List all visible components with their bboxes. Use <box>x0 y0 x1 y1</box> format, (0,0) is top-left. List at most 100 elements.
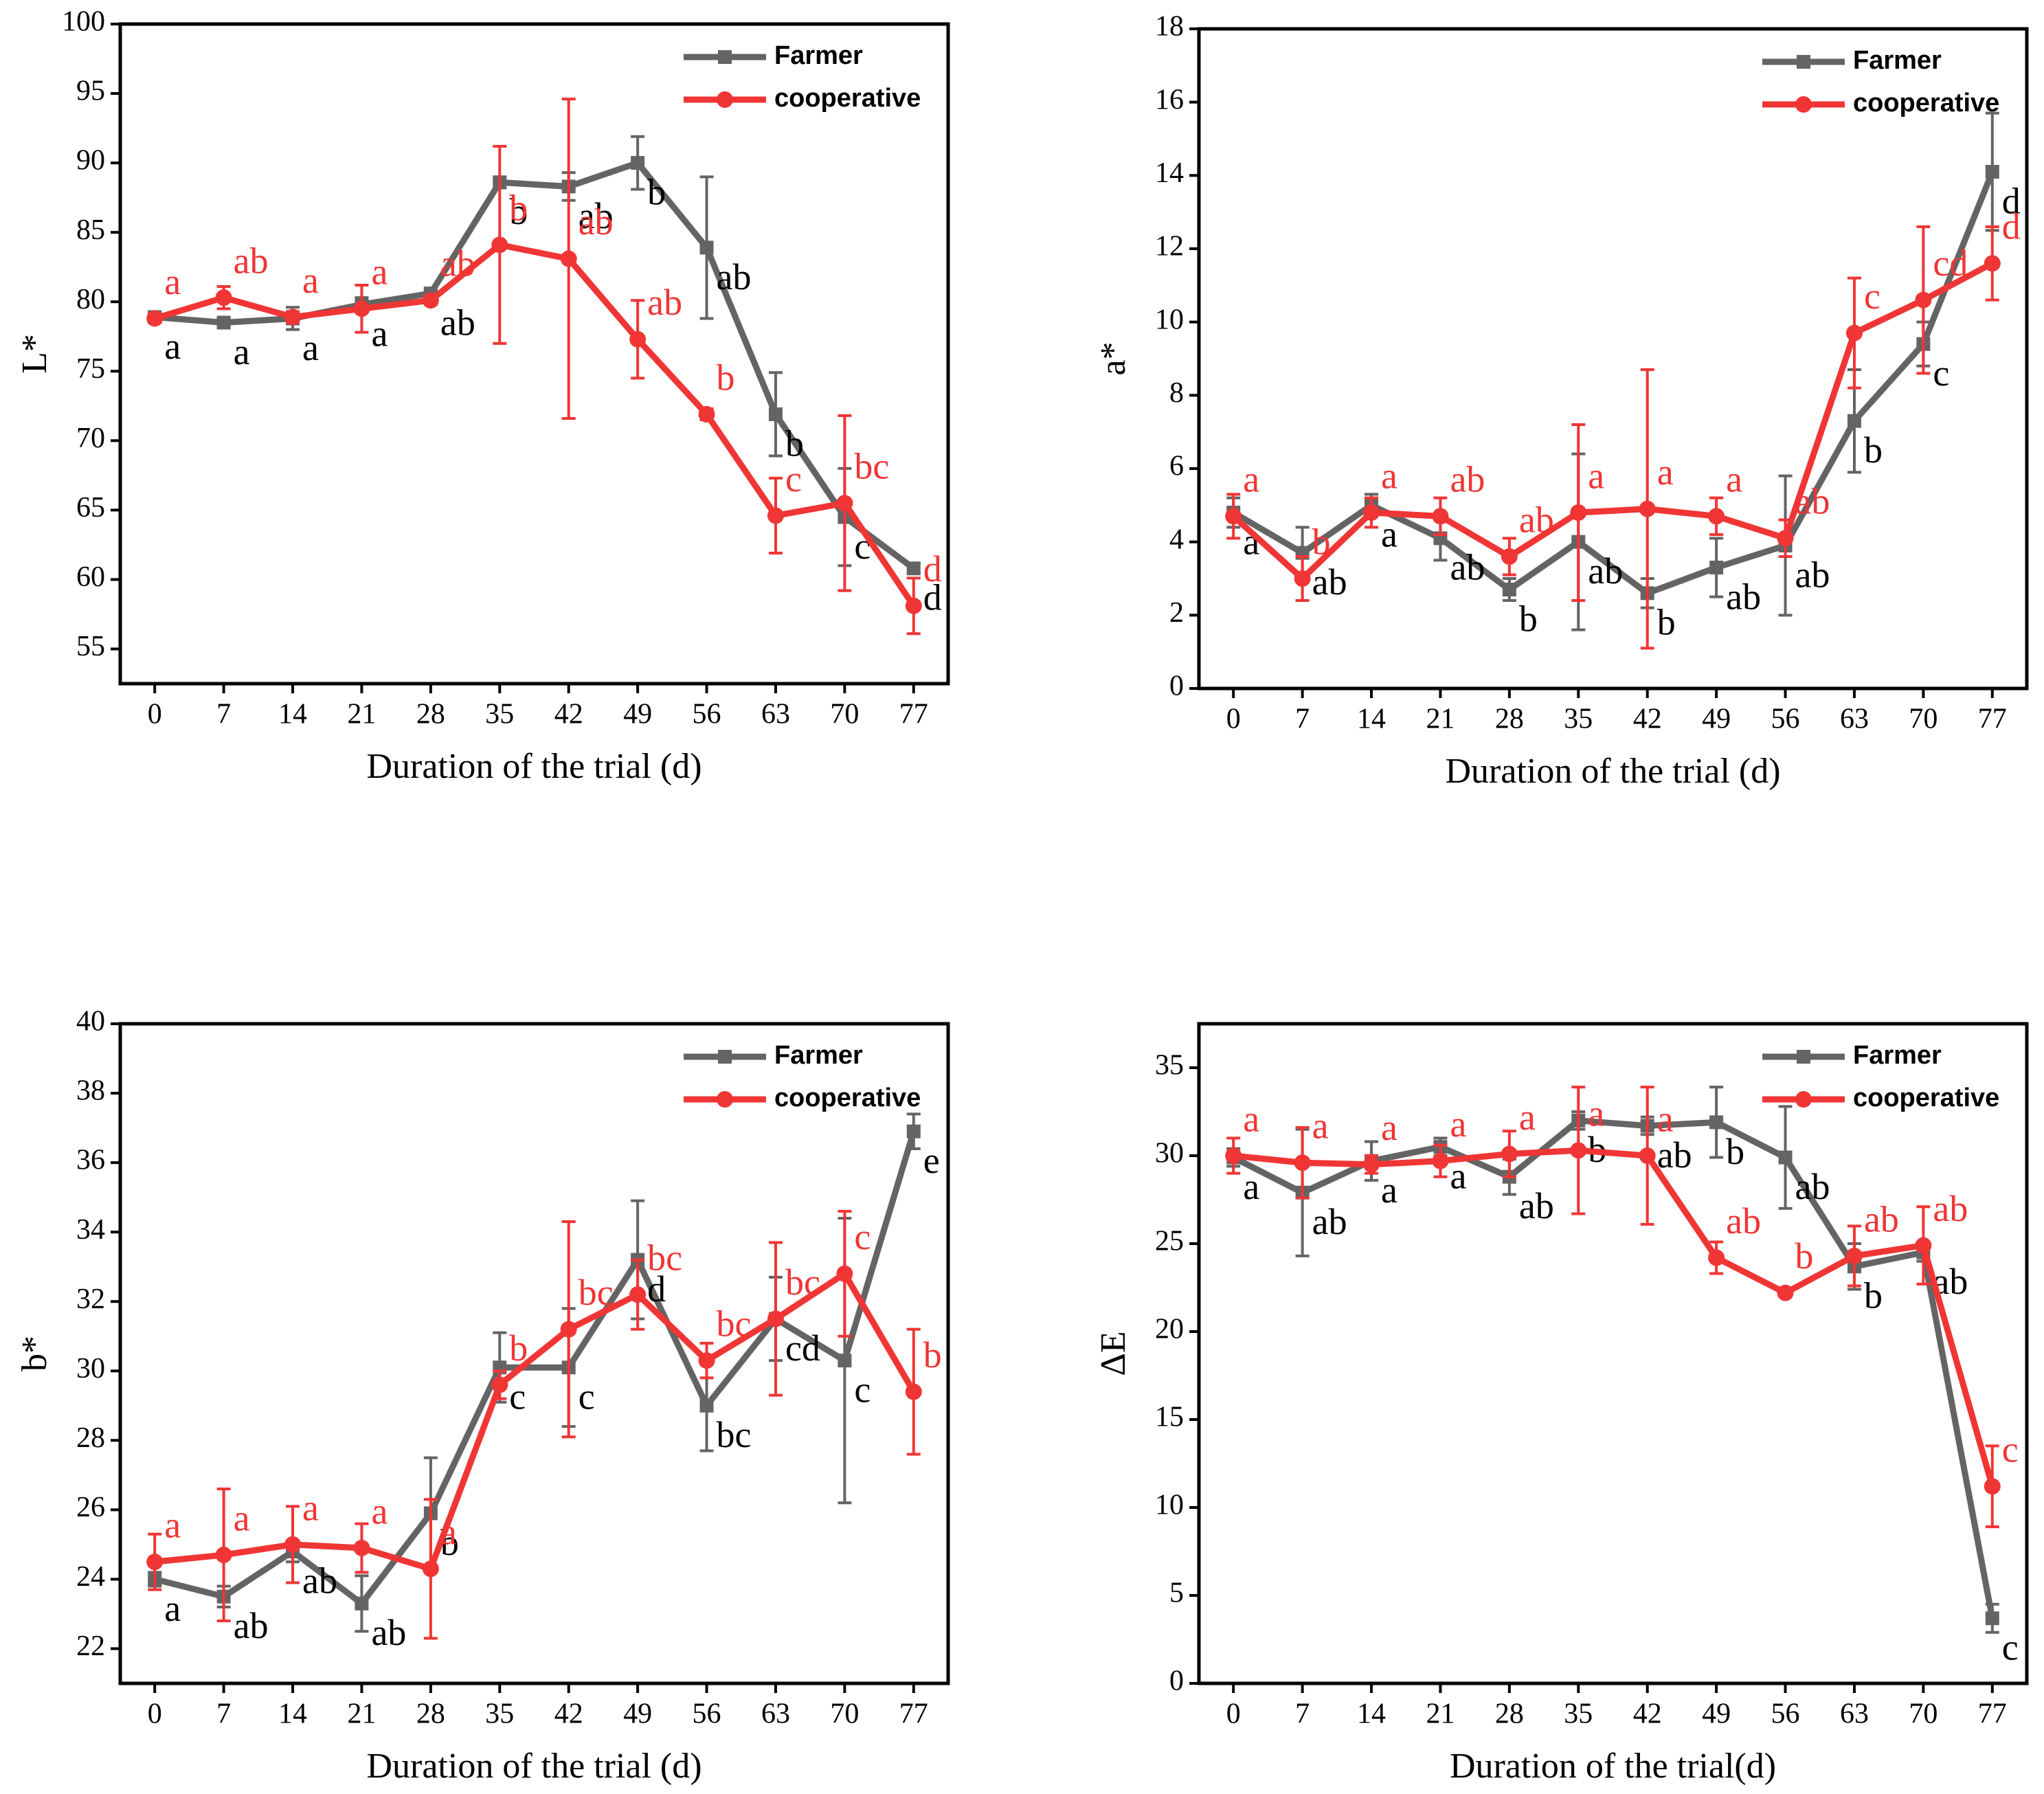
significance-letter: ab <box>1864 1198 1899 1240</box>
significance-letter: c <box>509 1376 526 1417</box>
y-tick-label: 100 <box>62 6 105 38</box>
significance-letter: a <box>302 260 319 301</box>
marker <box>767 1310 784 1327</box>
legend-label: cooperative <box>774 1084 921 1112</box>
x-tick-label: 63 <box>761 699 790 730</box>
x-tick-label: 28 <box>1495 1698 1524 1730</box>
significance-letter: ab <box>1450 459 1485 500</box>
marker <box>1797 1050 1810 1064</box>
y-tick-label: 30 <box>1155 1138 1184 1169</box>
x-tick-label: 28 <box>416 1698 445 1730</box>
significance-letter: ab <box>717 256 752 298</box>
y-tick-label: 25 <box>1155 1226 1184 1257</box>
significance-letter: a <box>234 331 250 372</box>
y-tick-label: 10 <box>1155 304 1184 335</box>
marker <box>768 407 783 421</box>
marker <box>146 310 164 327</box>
marker <box>836 1265 853 1282</box>
significance-letter: c <box>854 1369 871 1410</box>
marker <box>215 1547 232 1564</box>
marker <box>698 405 715 423</box>
significance-letter: c <box>1933 352 1949 394</box>
significance-letter: cd <box>1933 243 1968 284</box>
significance-letter: ab <box>1312 1201 1347 1242</box>
significance-letter: b <box>923 1334 942 1376</box>
marker <box>1294 1154 1311 1171</box>
y-tick-label: 55 <box>76 631 105 662</box>
significance-letter: ab <box>1726 1200 1761 1242</box>
significance-letter: a <box>1243 459 1259 500</box>
y-tick-label: 80 <box>76 284 105 315</box>
marker <box>1709 561 1724 574</box>
marker <box>284 309 302 326</box>
x-tick-label: 56 <box>693 699 721 730</box>
marker <box>216 315 231 330</box>
plot-frame <box>118 1022 950 1685</box>
y-tick-label: 38 <box>76 1075 105 1107</box>
marker <box>1985 165 1999 179</box>
x-tick-label: 77 <box>899 1698 928 1730</box>
y-tick-label: 34 <box>76 1214 105 1246</box>
marker <box>560 250 577 267</box>
significance-letter: d <box>2002 180 2021 221</box>
significance-letter: a <box>1243 1098 1259 1139</box>
x-tick-label: 14 <box>278 1698 307 1730</box>
y-tick-label: 40 <box>76 1006 105 1038</box>
significance-letter: a <box>1312 1106 1329 1147</box>
y-tick-label: 0 <box>1169 671 1184 702</box>
significance-letter: ab <box>1795 481 1830 522</box>
x-axis-label: Duration of the trial (d) <box>1445 752 1780 791</box>
plot-frame <box>118 22 950 686</box>
y-tick-label: 22 <box>76 1630 105 1662</box>
x-tick-label: 28 <box>1495 704 1524 735</box>
marker <box>1639 1147 1656 1164</box>
y-tick-label: 70 <box>76 423 105 454</box>
y-tick-label: 75 <box>76 353 105 385</box>
significance-letter: ab <box>1450 547 1485 588</box>
y-tick-label: 8 <box>1169 377 1184 409</box>
marker <box>422 1560 439 1578</box>
x-tick-label: 14 <box>278 699 307 730</box>
significance-letter: b <box>1864 429 1883 471</box>
x-axis-label: Duration of the trial(d) <box>1450 1747 1776 1786</box>
y-tick-label: 35 <box>1155 1050 1184 1081</box>
marker <box>631 156 645 170</box>
x-tick-label: 14 <box>1357 1698 1386 1730</box>
x-tick-label: 7 <box>1295 1698 1310 1730</box>
marker <box>353 1539 370 1556</box>
significance-letter: b <box>509 191 528 232</box>
y-tick-label: 30 <box>76 1353 105 1384</box>
significance-letter: a <box>1450 1103 1466 1145</box>
legend-label: Farmer <box>1853 1041 1942 1070</box>
x-tick-label: 42 <box>1633 1698 1662 1730</box>
marker <box>1915 1237 1932 1254</box>
significance-letter: a <box>1381 455 1397 496</box>
significance-letter: ab <box>1795 1166 1830 1207</box>
y-tick-label: 6 <box>1169 451 1184 482</box>
x-tick-label: 35 <box>485 1698 514 1730</box>
marker <box>1797 55 1810 69</box>
marker <box>1708 1249 1725 1266</box>
marker <box>717 1091 733 1108</box>
y-tick-label: 28 <box>76 1422 105 1454</box>
x-tick-label: 28 <box>416 699 445 730</box>
significance-letter: a <box>164 1505 181 1546</box>
y-tick-label: 32 <box>76 1283 105 1315</box>
significance-letter: bc <box>647 1237 682 1278</box>
marker <box>1708 508 1725 525</box>
y-tick-label: 85 <box>76 214 105 246</box>
y-tick-label: 0 <box>1169 1666 1184 1697</box>
significance-letter: b <box>1519 598 1538 639</box>
series-line <box>154 159 916 571</box>
significance-letter: a <box>1588 455 1604 496</box>
x-tick-label: 42 <box>1633 704 1662 735</box>
x-tick-label: 49 <box>623 699 652 730</box>
significance-letter: cd <box>785 1327 820 1369</box>
significance-letter: a <box>1519 1097 1536 1138</box>
marker <box>1363 1156 1380 1173</box>
x-tick-label: 49 <box>1702 704 1731 735</box>
x-tick-label: 70 <box>830 699 859 730</box>
marker <box>146 1554 164 1571</box>
legend-label: cooperative <box>1853 89 1999 117</box>
